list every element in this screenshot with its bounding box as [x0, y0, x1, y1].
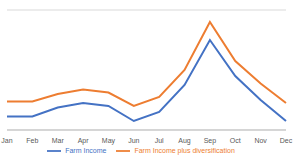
svg-text:Mar: Mar [52, 137, 65, 144]
svg-text:May: May [102, 137, 116, 145]
svg-text:Apr: Apr [78, 137, 90, 145]
svg-text:Aug: Aug [178, 137, 191, 145]
svg-text:Feb: Feb [26, 137, 38, 144]
svg-text:Sep: Sep [204, 137, 217, 145]
html-text:Farm Income: Farm Income [65, 146, 107, 154]
svg-text:Oct: Oct [230, 137, 241, 144]
svg-text:Jun: Jun [128, 137, 139, 144]
svg-text:Jul: Jul [155, 137, 164, 144]
svg-text:Nov: Nov [254, 137, 267, 144]
html-text:Farm Income plus diversificati: Farm Income plus diversification [134, 146, 235, 154]
svg-text:Jan: Jan [8, 137, 13, 144]
svg-text:Dec: Dec [280, 137, 292, 144]
